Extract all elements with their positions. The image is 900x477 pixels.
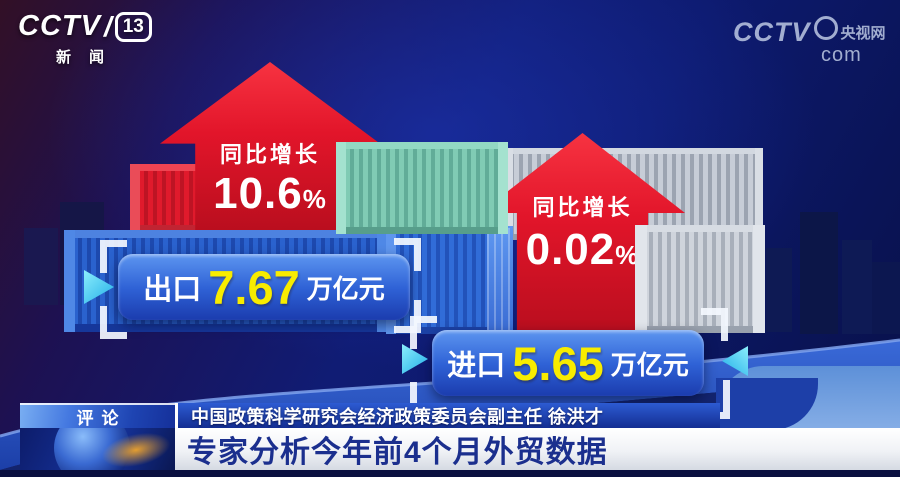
percent-sign: % [302,184,327,214]
commentary-tag: 评论 [20,403,175,428]
import-value: 5.65 [512,336,604,390]
import-value-banner: 进口 5.65 万亿元 [432,330,704,396]
export-growth-label: 同比增长 [219,142,320,167]
building-silhouette [800,212,838,334]
export-bracket-tl [100,240,127,273]
import-bracket-tl [410,316,437,349]
export-value: 7.67 [208,260,300,314]
import-growth-label: 同比增长 [532,195,633,220]
percent-sign: % [615,240,640,270]
cctv-com-watermark: CCTV 央视网 com [733,16,886,67]
export-value-banner: 出口 7.67 万亿元 [118,254,410,320]
export-label: 出口 [143,274,202,306]
container-gray-right [635,225,765,333]
building-silhouette [766,248,792,332]
export-growth-value: 10.6% [213,169,327,218]
watermark-circle-icon [813,16,838,40]
import-unit: 万亿元 [610,349,689,380]
building-silhouette [24,228,58,305]
watermark-wordmark: CCTV [733,16,811,47]
headline-bar: 专家分析今年前4个月外贸数据 [175,428,900,470]
export-bracket-bl [100,306,127,339]
logo-slash: / [103,10,112,42]
building-silhouette [872,262,900,334]
channel-number-badge: 13 [114,11,152,42]
globe-swoosh-white [20,428,175,470]
import-bracket-tr [701,308,728,341]
container-teal [336,142,508,234]
speaker-title-bar: 中国政策科学研究会经济政策委员会副主任 徐洪才 [175,403,720,428]
import-growth-value: 0.02% [525,225,640,274]
watermark-site-name: 央视网 [840,24,886,42]
news-globe-graphic [20,428,175,470]
export-bracket-tr [394,238,421,271]
channel-subtitle: 新闻 [56,49,123,66]
bottom-strip [0,470,900,477]
import-label: 进口 [447,350,506,382]
container-door-panel [487,228,513,332]
export-unit: 万亿元 [306,273,385,304]
cctv-wordmark: CCTV [18,10,101,42]
cctv13-logo: CCTV / 13 新闻 [18,10,152,67]
building-silhouette [842,240,872,334]
watermark-domain: com [821,44,862,66]
